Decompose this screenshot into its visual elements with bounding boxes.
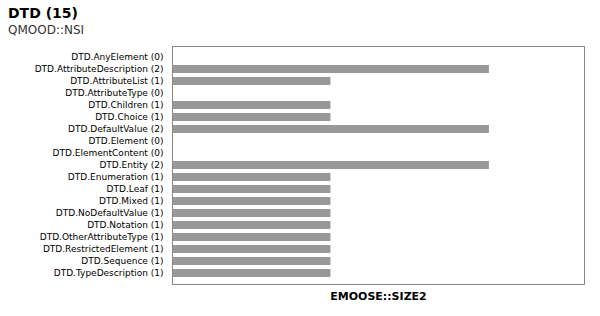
svg-text:DTD.OtherAttributeType (1): DTD.OtherAttributeType (1) <box>40 232 164 242</box>
svg-text:DTD.Mixed (1): DTD.Mixed (1) <box>99 196 163 206</box>
svg-text:DTD.Choice (1): DTD.Choice (1) <box>95 112 163 122</box>
svg-text:DTD.Sequence (1): DTD.Sequence (1) <box>81 256 163 266</box>
svg-text:DTD.TypeDescription (1): DTD.TypeDescription (1) <box>54 268 164 278</box>
svg-text:DTD.ElementContent (0): DTD.ElementContent (0) <box>53 148 164 158</box>
svg-text:DTD.AnyElement (0): DTD.AnyElement (0) <box>71 52 163 62</box>
svg-text:DTD.Notation (1): DTD.Notation (1) <box>87 220 163 230</box>
svg-text:EMOOSE::SIZE2: EMOOSE::SIZE2 <box>330 290 427 303</box>
html-text:QMOOD::NSI: QMOOD::NSI <box>8 23 85 37</box>
svg-text:DTD.DefaultValue (2): DTD.DefaultValue (2) <box>68 124 163 134</box>
svg-text:DTD.Children (1): DTD.Children (1) <box>88 100 163 110</box>
svg-text:DTD.Enumeration (1): DTD.Enumeration (1) <box>68 172 164 182</box>
svg-text:DTD.AttributeDescription (2): DTD.AttributeDescription (2) <box>35 64 164 74</box>
svg-text:DTD.Leaf (1): DTD.Leaf (1) <box>107 184 164 194</box>
svg-text:DTD.Entity (2): DTD.Entity (2) <box>99 160 163 170</box>
svg-text:DTD.Element (0): DTD.Element (0) <box>88 136 163 146</box>
svg-text:DTD.NoDefaultValue (1): DTD.NoDefaultValue (1) <box>56 208 164 218</box>
svg-text:DTD.AttributeType (0): DTD.AttributeType (0) <box>65 88 163 98</box>
svg-text:DTD.RestrictedElement (1): DTD.RestrictedElement (1) <box>43 244 164 254</box>
svg-text:DTD.AttributeList (1): DTD.AttributeList (1) <box>70 76 163 86</box>
html-text:DTD (15): DTD (15) <box>8 5 78 21</box>
